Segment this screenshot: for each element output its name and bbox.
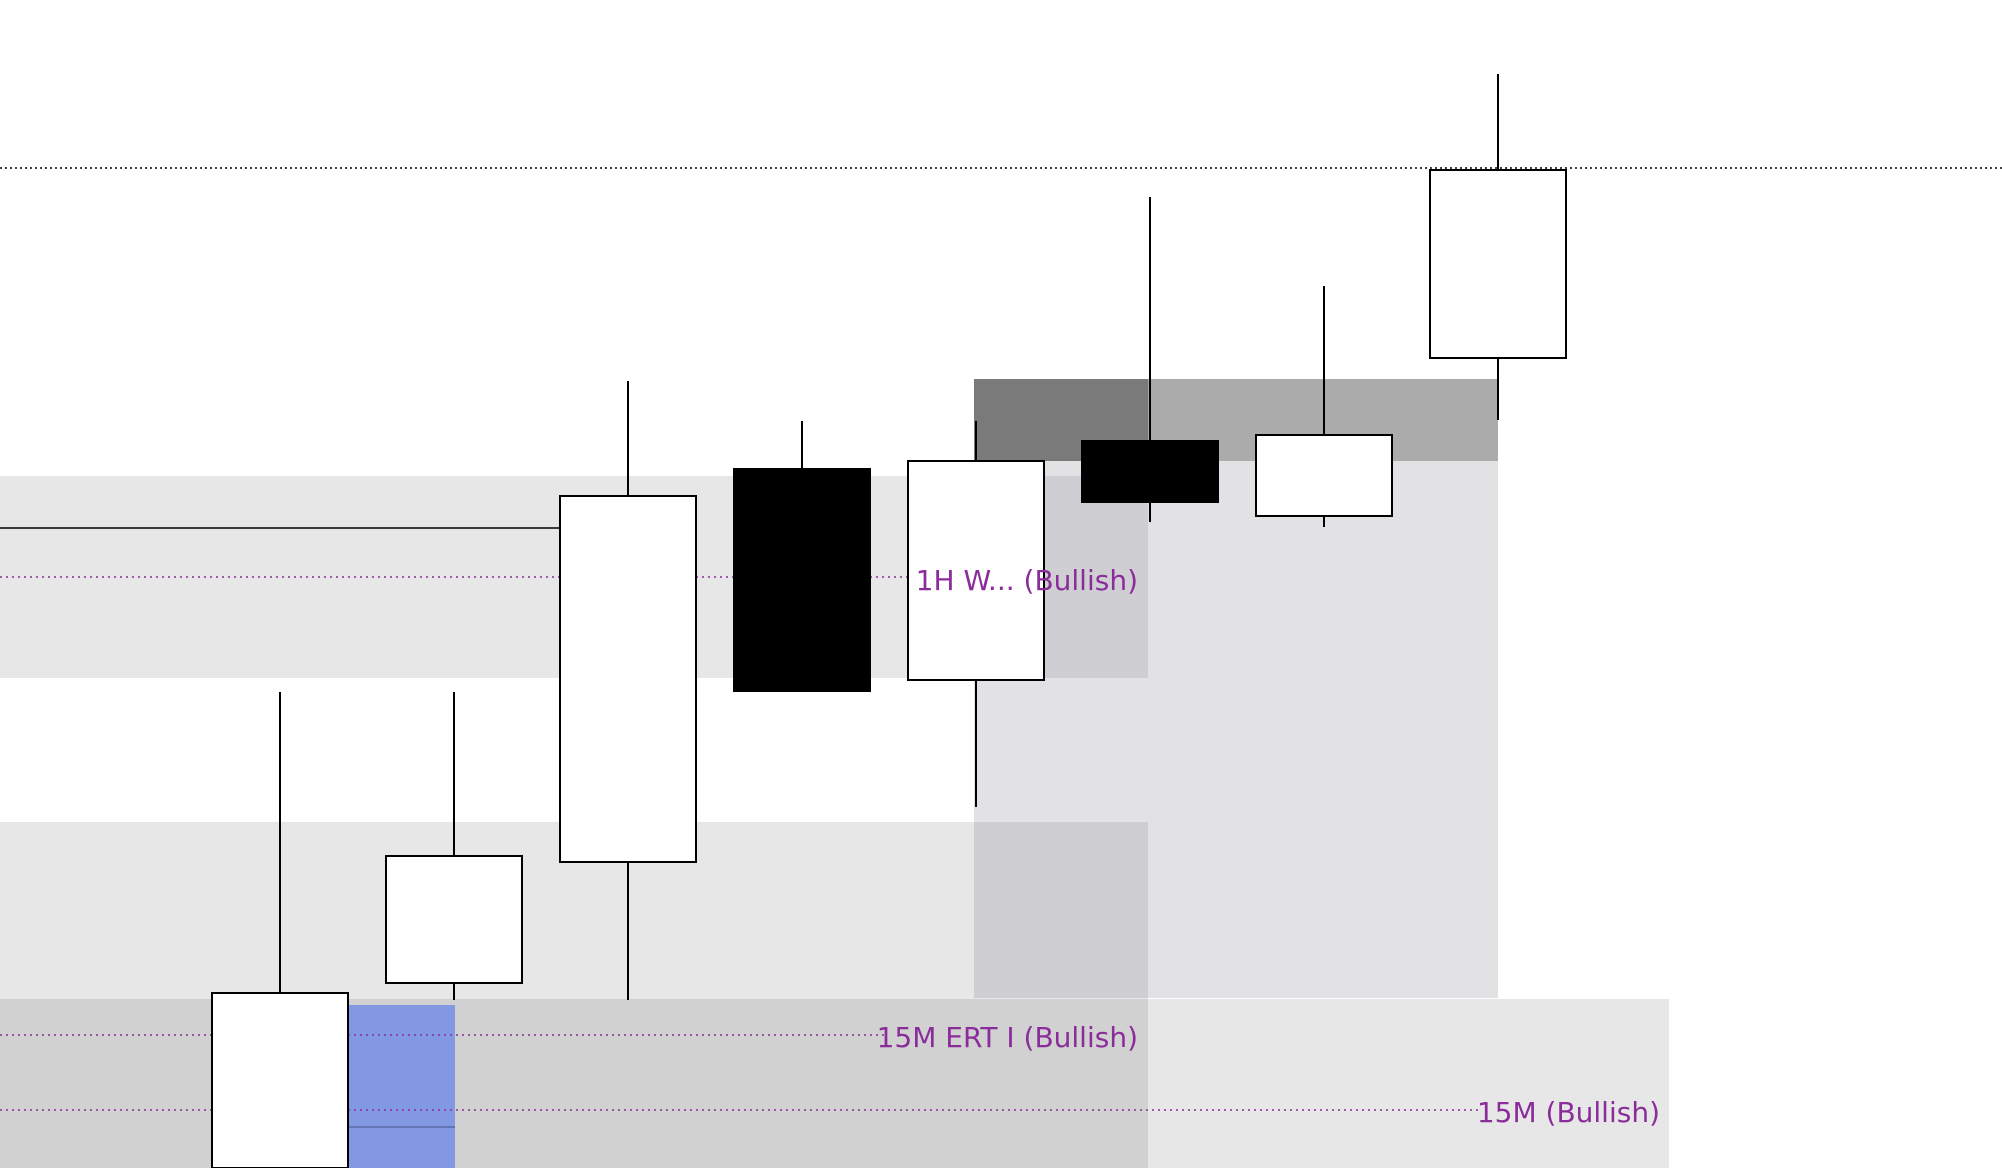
zone-blue-highlight xyxy=(348,1005,455,1168)
zone-label-15m-bullish: 15M (Bullish) xyxy=(1477,1096,1660,1129)
candle-5-body xyxy=(1081,440,1219,503)
candle-7-body xyxy=(1429,169,1567,359)
zone-15m-ert-bullish xyxy=(0,999,1148,1168)
candle-3-body xyxy=(733,468,871,692)
zones-layer xyxy=(0,379,1669,1168)
candle-3 xyxy=(733,421,871,692)
candle-1 xyxy=(385,692,523,1000)
candle-1-body xyxy=(385,855,523,984)
zone-label-1h-bullish: 1H W... (Bullish) xyxy=(916,564,1138,597)
candle-6 xyxy=(1255,286,1393,527)
zone-15m-bullish xyxy=(1148,999,1669,1168)
candle-4-body xyxy=(907,460,1045,681)
candle-2 xyxy=(559,381,697,1000)
candle-0-body xyxy=(211,992,349,1168)
candle-2-body xyxy=(559,495,697,863)
candle-6-body xyxy=(1255,434,1393,517)
zone-label-15m-ert-bullish: 15M ERT I (Bullish) xyxy=(877,1021,1138,1054)
candle-4 xyxy=(907,421,1045,807)
labels-layer: 1H W... (Bullish) 15M ERT I (Bullish) 15… xyxy=(877,564,1660,1129)
zone-overlap-lower xyxy=(974,822,1148,998)
candle-0 xyxy=(211,692,349,1168)
candles-layer xyxy=(211,74,1567,1168)
candle-7 xyxy=(1429,74,1567,420)
candle-5 xyxy=(1081,197,1219,522)
